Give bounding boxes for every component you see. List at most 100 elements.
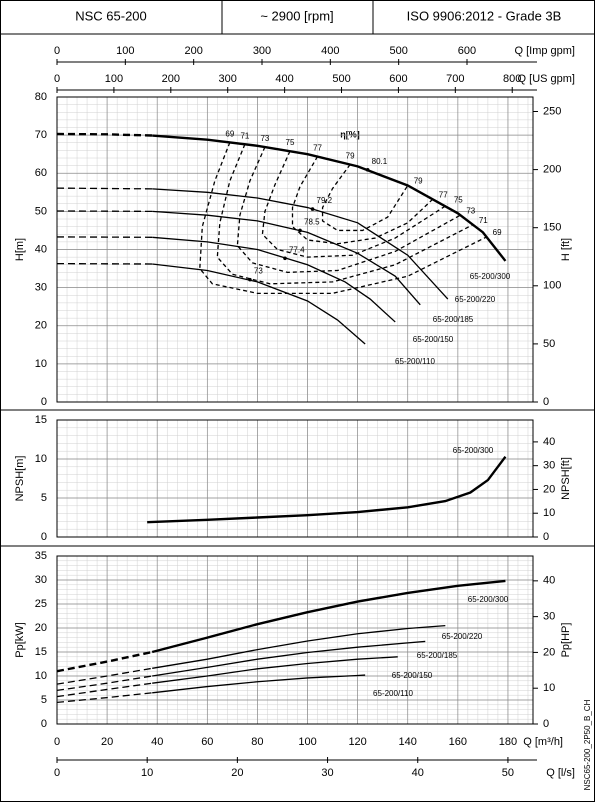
x-tick-label: 60 bbox=[201, 736, 213, 748]
x2-tick-label: 300 bbox=[219, 73, 237, 85]
x2-tick-label: 500 bbox=[332, 73, 350, 85]
x-tick-label: 160 bbox=[449, 736, 467, 748]
x2-axis-title: Q [US gpm] bbox=[518, 73, 575, 85]
x2-axis-title: Q [Imp gpm] bbox=[514, 45, 575, 57]
efficiency-label: 73 bbox=[466, 206, 475, 215]
dashed-line bbox=[56, 675, 153, 692]
x2-tick-label: 10 bbox=[141, 767, 153, 779]
y2-tick-label: 20 bbox=[543, 646, 555, 658]
efficiency-label: 73 bbox=[260, 134, 269, 143]
y2-axis-title: Pp[HP] bbox=[560, 623, 572, 658]
x2-tick-label: 40 bbox=[412, 767, 424, 779]
y2-tick-label: 30 bbox=[543, 460, 555, 472]
y-tick-label: 40 bbox=[35, 243, 47, 255]
efficiency-curve bbox=[291, 156, 434, 245]
efficiency-annotation: η[%] bbox=[340, 129, 360, 139]
y-tick-label: 10 bbox=[35, 670, 47, 682]
line bbox=[152, 656, 398, 684]
plot-frame bbox=[56, 555, 534, 725]
x2-tick-label: 300 bbox=[253, 45, 271, 57]
y-tick-label: 10 bbox=[35, 358, 47, 370]
y2-tick-label: 50 bbox=[543, 338, 555, 350]
y-tick-label: 0 bbox=[41, 531, 47, 543]
y2-axis-title: NPSH[ft] bbox=[560, 457, 572, 500]
x2-tick-label: 0 bbox=[54, 767, 60, 779]
efficiency-label: 71 bbox=[479, 216, 488, 225]
y2-tick-label: 40 bbox=[543, 436, 555, 448]
drawing-code: NSC65-200_2P50_B_CH bbox=[583, 699, 592, 790]
series-label: 65-200/150 bbox=[413, 335, 454, 344]
y-tick-label: 30 bbox=[35, 282, 47, 294]
x2-tick-label: 100 bbox=[116, 45, 134, 57]
line bbox=[152, 236, 396, 323]
series-label: 65-200/300 bbox=[470, 272, 511, 281]
series-label: 65-200/110 bbox=[395, 357, 435, 366]
bep-label: 77.4 bbox=[289, 245, 305, 254]
y-axis-title: NPSH[m] bbox=[14, 456, 26, 502]
efficiency-label: 79 bbox=[414, 177, 423, 186]
x2-tick-label: 30 bbox=[321, 767, 333, 779]
y-tick-label: 5 bbox=[41, 694, 47, 706]
y2-tick-label: 40 bbox=[543, 575, 555, 587]
y-tick-label: 25 bbox=[35, 598, 47, 610]
line bbox=[152, 624, 446, 669]
x-tick-label: 80 bbox=[251, 736, 263, 748]
efficiency-curve bbox=[321, 164, 409, 232]
x-tick-label: 180 bbox=[499, 736, 517, 748]
y2-tick-label: 150 bbox=[543, 222, 561, 234]
x2-tick-label: 400 bbox=[275, 73, 293, 85]
x2-tick-label: 0 bbox=[54, 45, 60, 57]
y-tick-label: 15 bbox=[35, 646, 47, 658]
line bbox=[147, 455, 507, 524]
y-axis-title: H[m] bbox=[14, 238, 26, 261]
x2-tick-label: 600 bbox=[389, 73, 407, 85]
series-label: 65-200/300 bbox=[468, 595, 509, 604]
efficiency-label: 71 bbox=[240, 131, 249, 140]
x-tick-label: 100 bbox=[298, 736, 316, 748]
efficiency-label: 75 bbox=[286, 138, 295, 147]
y-tick-label: 70 bbox=[35, 129, 47, 141]
y2-tick-label: 30 bbox=[543, 611, 555, 623]
x-tick-label: 0 bbox=[54, 736, 60, 748]
bep-label: 73 bbox=[254, 267, 263, 276]
header-speed: ~ 2900 [rpm] bbox=[260, 8, 333, 23]
y2-tick-label: 0 bbox=[543, 718, 549, 730]
y-tick-label: 5 bbox=[41, 492, 47, 504]
y-axis-title: Pp[kW] bbox=[14, 622, 26, 657]
series-label: 65-200/150 bbox=[392, 671, 433, 680]
x2-tick-label: 200 bbox=[162, 73, 180, 85]
efficiency-label: 69 bbox=[225, 129, 234, 138]
y-tick-label: 10 bbox=[35, 453, 47, 465]
line bbox=[152, 134, 507, 262]
x2-tick-label: 20 bbox=[231, 767, 243, 779]
dashed-line bbox=[56, 667, 153, 685]
efficiency-curve bbox=[199, 142, 487, 294]
y-tick-label: 20 bbox=[35, 622, 47, 634]
dashed-line bbox=[56, 682, 153, 698]
dashed-line bbox=[56, 692, 153, 704]
x-tick-label: 120 bbox=[348, 736, 366, 748]
efficiency-label: 69 bbox=[493, 228, 502, 237]
series-label: 65-200/185 bbox=[433, 315, 474, 324]
y2-tick-label: 0 bbox=[543, 531, 549, 543]
x2-tick-label: 700 bbox=[446, 73, 464, 85]
bep-point bbox=[298, 228, 302, 233]
x2-tick-label: 50 bbox=[502, 767, 514, 779]
series-label: 65-200/110 bbox=[373, 689, 413, 698]
x2-tick-label: 400 bbox=[321, 45, 339, 57]
y-tick-label: 35 bbox=[35, 550, 47, 562]
y2-tick-label: 100 bbox=[543, 280, 561, 292]
x2-tick-label: 0 bbox=[54, 73, 60, 85]
header-model: NSC 65-200 bbox=[75, 8, 147, 23]
dashed-line bbox=[56, 132, 153, 137]
bep-point bbox=[310, 207, 315, 211]
x2-tick-label: 800 bbox=[503, 73, 521, 85]
dashed-line bbox=[56, 187, 153, 190]
y2-tick-label: 0 bbox=[543, 396, 549, 408]
series-label: 65-200/220 bbox=[455, 295, 496, 304]
y-tick-label: 80 bbox=[35, 91, 47, 103]
bep-label: 80.1 bbox=[372, 157, 388, 166]
y-tick-label: 0 bbox=[41, 718, 47, 730]
bep-label: 78.5 bbox=[304, 218, 320, 227]
